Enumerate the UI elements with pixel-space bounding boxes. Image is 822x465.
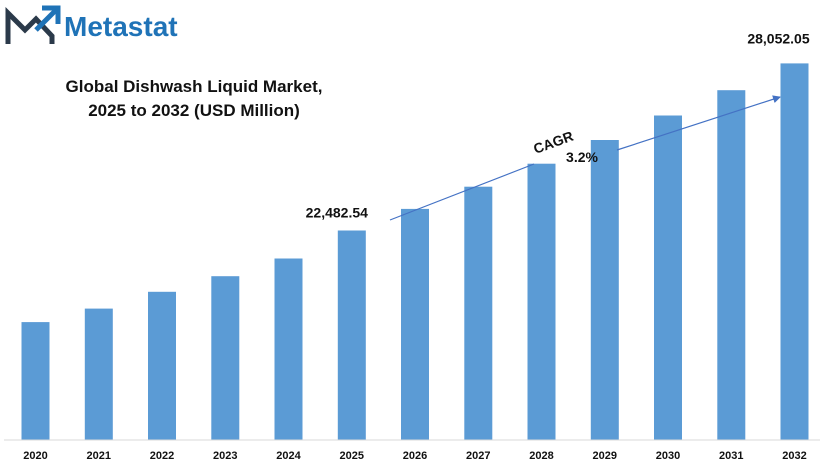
data-labels: 22,482.54 28,052.05 <box>306 30 810 220</box>
bar-2022 <box>148 291 176 440</box>
x-tick-2022: 2022 <box>150 450 174 462</box>
bar-2020 <box>21 322 50 440</box>
bar-2030 <box>654 115 682 440</box>
x-tick-2029: 2029 <box>593 450 617 462</box>
x-tick-2021: 2021 <box>87 450 111 462</box>
x-tick-2027: 2027 <box>466 450 490 462</box>
x-tick-2020: 2020 <box>23 450 47 462</box>
bar-2021 <box>84 308 113 440</box>
chart-title: Global Dishwash Liquid Market, <box>66 77 323 96</box>
m-chart-logo-icon <box>5 5 61 44</box>
cagr-arrow-segment-2 <box>616 95 781 151</box>
chart-subtitle: 2025 to 2032 (USD Million) <box>88 101 300 120</box>
cagr-value: 3.2% <box>566 149 598 165</box>
bar-2027 <box>464 186 493 440</box>
bar-2029 <box>590 140 619 440</box>
brand-name: Metastat <box>64 11 178 42</box>
x-tick-2026: 2026 <box>403 450 427 462</box>
bar-2025 <box>337 230 366 440</box>
x-tick-2031: 2031 <box>719 450 743 462</box>
x-tick-labels: 2020 2021 2022 2023 2024 2025 2026 2027 2028 2029… <box>23 450 806 462</box>
bar-2032 <box>780 63 809 441</box>
x-tick-2025: 2025 <box>340 450 364 462</box>
data-label-2032: 28,052.05 <box>747 30 809 46</box>
bar-2024 <box>274 258 303 440</box>
bar-2031 <box>717 90 746 440</box>
bar-2023 <box>211 276 240 440</box>
bar-2026 <box>401 208 429 440</box>
data-label-2025: 22,482.54 <box>306 205 368 221</box>
x-tick-2030: 2030 <box>656 450 680 462</box>
bar-2028 <box>527 163 556 440</box>
bar-series <box>21 63 809 441</box>
x-tick-2032: 2032 <box>782 450 806 462</box>
x-tick-2024: 2024 <box>276 450 301 462</box>
cagr-arrow-segment-1 <box>389 163 535 221</box>
x-tick-2028: 2028 <box>529 450 553 462</box>
x-tick-2023: 2023 <box>213 450 237 462</box>
